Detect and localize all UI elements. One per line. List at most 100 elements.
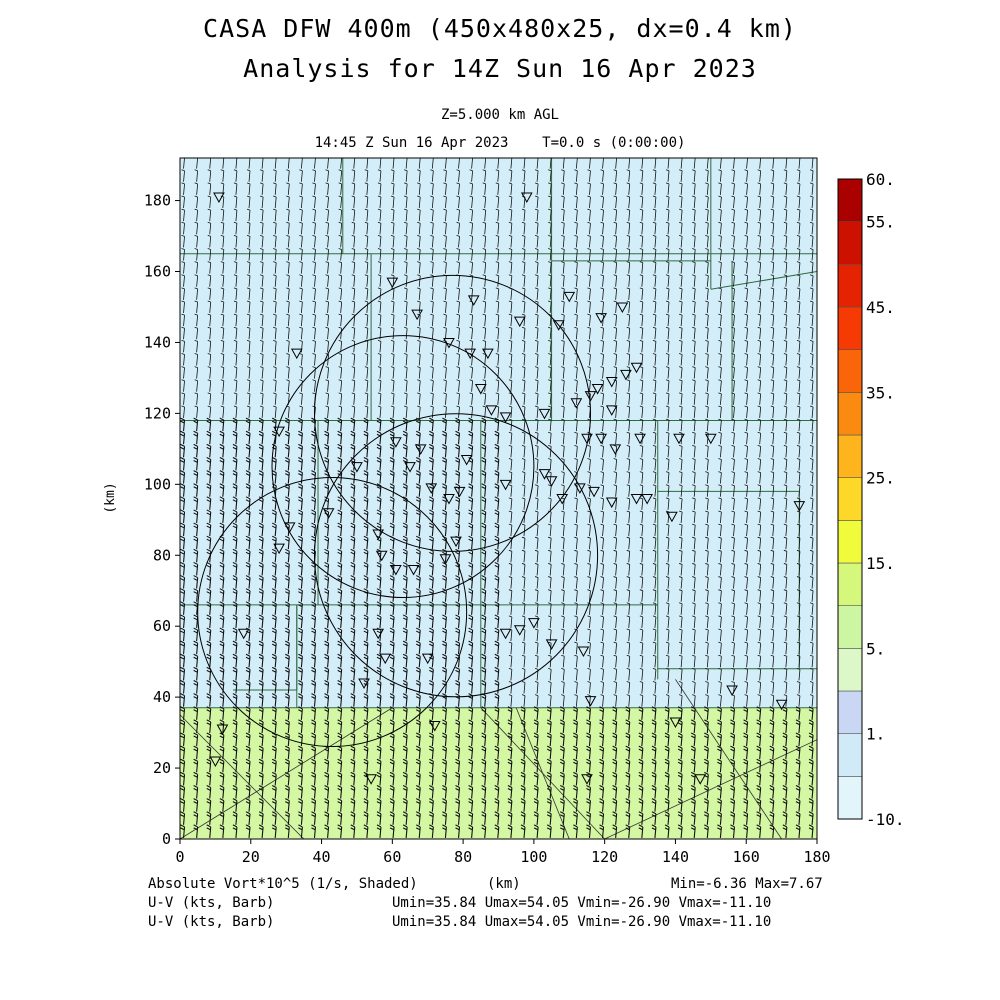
wind-barb (299, 221, 303, 235)
wind-barb (181, 392, 185, 405)
wind-barb (783, 681, 788, 694)
wind-barb (678, 221, 683, 235)
wind-barb (273, 234, 277, 248)
wind-barb (586, 732, 591, 747)
wind-barb (351, 234, 356, 248)
wind-barb (219, 417, 225, 432)
wind-barb (561, 576, 565, 589)
wind-barb (731, 379, 735, 392)
wind-barb (259, 392, 264, 405)
wind-barb (730, 798, 736, 812)
wind-barb (664, 811, 670, 825)
wind-barb (481, 561, 487, 576)
wind-barb (809, 510, 814, 523)
wind-barb (271, 601, 277, 615)
wind-barb (298, 771, 303, 786)
wind-barb (415, 430, 421, 445)
wind-barb (534, 576, 539, 589)
wind-barb (389, 653, 395, 668)
wind-barb (390, 326, 395, 340)
wind-barb (770, 444, 775, 458)
radar-site-marker (499, 412, 512, 423)
wind-barb (417, 326, 421, 340)
wind-barb (469, 326, 474, 340)
wind-barb (521, 549, 526, 563)
wind-barb (180, 417, 186, 432)
wind-barb (652, 300, 657, 314)
wind-barb (219, 627, 225, 642)
wind-barb (625, 732, 631, 747)
wind-barb (783, 615, 788, 628)
wind-barb (548, 182, 552, 195)
wind-barb (613, 221, 618, 235)
wind-barb (507, 785, 513, 799)
wind-barb (652, 313, 657, 327)
wind-barb (258, 470, 264, 484)
wind-barb (338, 261, 343, 274)
radar-site-marker (588, 486, 600, 498)
wind-barb (759, 158, 762, 169)
wind-barb (756, 732, 762, 747)
wind-barb (769, 824, 775, 838)
wind-barb (546, 798, 552, 812)
wind-barb (232, 745, 238, 760)
wind-barb (678, 248, 683, 261)
wind-barb (665, 339, 670, 353)
wind-barb (482, 261, 487, 274)
wind-barb (613, 392, 618, 405)
radar-site-marker (581, 774, 593, 785)
wind-barb (521, 431, 526, 445)
wind-barb (706, 158, 709, 169)
wind-barb (376, 745, 382, 760)
barb-stats-2: Umin=35.84 Umax=54.05 Vmin=-26.90 Vmax=-… (392, 914, 772, 930)
wind-barb (548, 615, 552, 628)
wind-barb (692, 261, 696, 274)
wind-barb (743, 785, 749, 799)
wind-barb (743, 798, 749, 812)
wind-barb (364, 182, 369, 195)
wind-barb (809, 274, 814, 287)
wind-barb (390, 366, 395, 379)
radar-site-marker (570, 398, 583, 409)
wind-barb (574, 536, 578, 550)
wind-barb (561, 208, 565, 222)
wind-barb (220, 274, 225, 287)
wind-barb (678, 563, 683, 576)
wind-barb (651, 811, 657, 825)
wind-barb (692, 234, 696, 248)
wind-barb (548, 300, 552, 314)
wind-barb (219, 430, 225, 445)
wind-barb (665, 418, 670, 432)
wind-barb (599, 719, 605, 733)
wind-barb (481, 771, 487, 786)
wind-barb (508, 313, 513, 327)
wind-barb (548, 208, 552, 222)
wind-barb (508, 681, 513, 694)
wind-barb (692, 221, 696, 235)
wind-barb (429, 522, 434, 537)
wind-barb (207, 261, 212, 274)
wind-barb (521, 681, 526, 694)
wind-barb (377, 208, 382, 222)
wind-barb (730, 732, 736, 747)
wind-barb (417, 169, 421, 182)
wind-barb (705, 326, 709, 340)
wind-barb (574, 458, 578, 471)
wind-barb (626, 589, 631, 602)
wind-barb (495, 392, 500, 405)
wind-barb (404, 274, 408, 287)
wind-barb (219, 745, 225, 760)
wind-barb (638, 785, 644, 799)
wind-barb (626, 169, 631, 182)
radar-site-marker (460, 454, 473, 466)
wind-barb (364, 405, 369, 418)
wind-barb (561, 339, 565, 353)
wind-barb (783, 641, 788, 655)
wind-barb (220, 248, 225, 261)
wind-barb (783, 248, 788, 261)
wind-barb (639, 182, 644, 195)
wind-barb (731, 628, 735, 642)
wind-barb (271, 627, 277, 642)
radar-site-marker (425, 483, 438, 494)
